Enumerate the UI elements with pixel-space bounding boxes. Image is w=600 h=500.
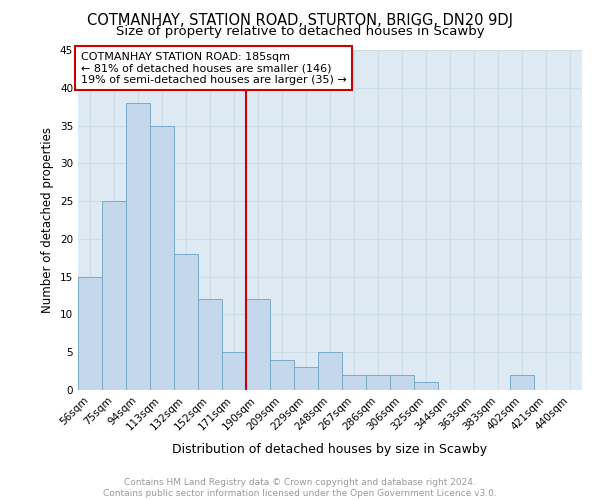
Text: COTMANHAY STATION ROAD: 185sqm
← 81% of detached houses are smaller (146)
19% of: COTMANHAY STATION ROAD: 185sqm ← 81% of … bbox=[80, 52, 346, 85]
Bar bbox=[102, 201, 126, 390]
Bar bbox=[270, 360, 294, 390]
Bar bbox=[78, 276, 102, 390]
Text: Contains HM Land Registry data © Crown copyright and database right 2024.
Contai: Contains HM Land Registry data © Crown c… bbox=[103, 478, 497, 498]
Bar bbox=[246, 300, 270, 390]
Bar bbox=[366, 375, 390, 390]
Bar bbox=[150, 126, 174, 390]
X-axis label: Distribution of detached houses by size in Scawby: Distribution of detached houses by size … bbox=[172, 443, 488, 456]
Bar bbox=[222, 352, 246, 390]
Bar bbox=[174, 254, 198, 390]
Bar bbox=[510, 375, 534, 390]
Bar bbox=[126, 103, 150, 390]
Bar bbox=[318, 352, 342, 390]
Bar bbox=[294, 368, 318, 390]
Text: COTMANHAY, STATION ROAD, STURTON, BRIGG, DN20 9DJ: COTMANHAY, STATION ROAD, STURTON, BRIGG,… bbox=[87, 12, 513, 28]
Bar bbox=[198, 300, 222, 390]
Text: Size of property relative to detached houses in Scawby: Size of property relative to detached ho… bbox=[116, 25, 484, 38]
Bar bbox=[342, 375, 366, 390]
Bar bbox=[414, 382, 438, 390]
Y-axis label: Number of detached properties: Number of detached properties bbox=[41, 127, 55, 313]
Bar bbox=[390, 375, 414, 390]
